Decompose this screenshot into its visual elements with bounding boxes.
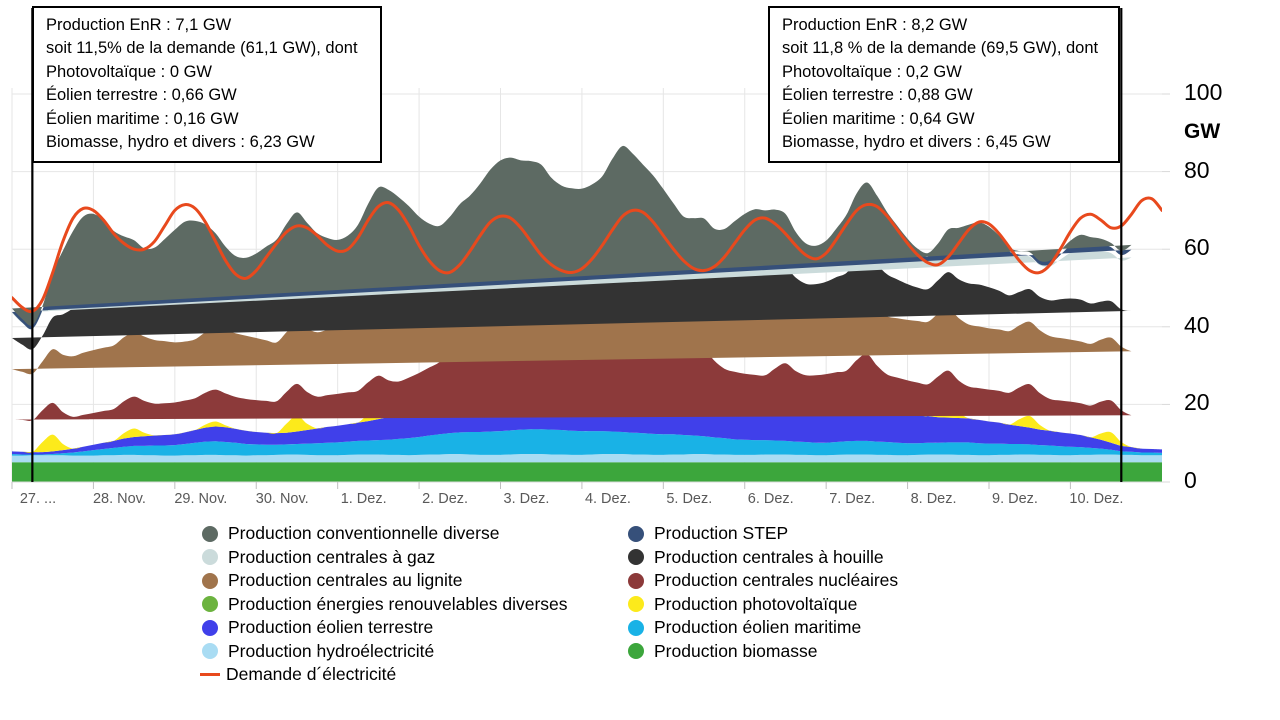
callout-right-line-2: soit 11,8 % de la demande (69,5 GW), don… (782, 39, 1099, 58)
x-axis-tick-label: 6. Dez. (747, 491, 794, 507)
callout-left-line-6: Biomasse, hydro et divers : 6,23 GW (46, 133, 315, 152)
x-axis-tick-label: 8. Dez. (910, 491, 957, 507)
legend-dot-icon (628, 596, 644, 613)
callout-left-line-3: Photovoltaïque : 0 GW (46, 62, 213, 81)
legend-item[interactable]: Production centrales nucléaires (622, 569, 898, 593)
area-series (12, 145, 1132, 326)
legend-item[interactable]: Production hydroélectricité (196, 640, 568, 664)
callout-right-line-1: Production EnR : 8,2 GW (782, 16, 968, 34)
x-axis-tick-label: 9. Dez. (992, 491, 1038, 507)
legend-dot-icon (202, 596, 218, 613)
x-axis-tick-label: 28. Nov. (92, 491, 146, 507)
y-axis-tick-label: 100 (1184, 79, 1223, 105)
legend-dot-icon (628, 525, 644, 542)
legend-item-label: Production centrales à houille (654, 546, 884, 567)
legend-item-label: Production photovoltaïque (654, 593, 858, 614)
area-series (12, 454, 1162, 463)
legend-dot-icon (202, 619, 218, 636)
area-series (12, 332, 1162, 453)
callout-right-line-3: Photovoltaïque : 0,2 GW (782, 62, 962, 81)
y-axis-tick-label: 60 (1184, 234, 1210, 261)
x-axis-tick-label: 5. Dez. (666, 491, 713, 507)
legend-column-right: Production STEP Production centrales à ho… (622, 522, 898, 663)
callout-box-left: Production EnR : 7,1 GW soit 11,5% de la… (32, 6, 382, 163)
x-axis-tick-label: 4. Dez. (584, 491, 631, 507)
callout-right-line-6: Biomasse, hydro et divers : 6,45 GW (782, 133, 1051, 152)
legend-item[interactable]: Production centrales à houille (622, 546, 898, 570)
callout-left-line-4: Éolien terrestre : 0,66 GW (46, 86, 237, 105)
x-axis-tick-label: 29. Nov. (174, 491, 228, 507)
callout-left-line-2: soit 11,5% de la demande (61,1 GW), dont (46, 39, 358, 58)
legend-dot-icon (628, 643, 644, 660)
legend-item-label: Production éolien terrestre (228, 617, 434, 637)
callout-right-line-4: Éolien terrestre : 0,88 GW (782, 86, 973, 105)
legend-item-label: Production éolien maritime (654, 617, 862, 637)
area-series (12, 429, 1162, 456)
legend-item[interactable]: Production éolien maritime (622, 616, 898, 640)
demand-line-group (12, 196, 1162, 314)
legend-item-label: Demande d´électricité (226, 664, 397, 684)
y-axis-tick-label: 40 (1184, 311, 1210, 338)
x-axis-tick-label: 30. Nov. (255, 491, 309, 507)
legend-item[interactable]: Production STEP (622, 522, 898, 546)
y-axis-unit-label: GW (1184, 120, 1221, 143)
callout-left-line-1: Production EnR : 7,1 GW (46, 16, 232, 34)
x-axis-tick-label: 10. Dez. (1069, 491, 1124, 507)
legend-item-label: Production STEP (654, 523, 789, 543)
legend-item-label: Production énergies renouvelables divers… (228, 593, 568, 614)
legend-item[interactable]: Production centrales au lignite (196, 569, 568, 593)
legend-item-label: Production centrales à gaz (228, 546, 436, 567)
x-axis-ticks (11, 482, 1071, 489)
legend-item[interactable]: Production conventionnelle diverse (196, 522, 568, 546)
x-axis-tick-label: 2. Dez. (422, 491, 469, 507)
legend-item-label: Production biomasse (654, 640, 818, 661)
callout-box-right: Production EnR : 8,2 GW soit 11,8 % de l… (768, 6, 1120, 163)
legend-dot-icon (202, 643, 218, 660)
legend-item-label: Production centrales nucléaires (654, 570, 899, 590)
legend-item[interactable]: Demande d´électricité (196, 663, 568, 687)
legend-item[interactable]: Production éolien terrestre (196, 616, 568, 640)
legend-dot-icon (202, 572, 218, 589)
x-axis-tick-label: 7. Dez. (829, 491, 876, 507)
area-series-group (12, 145, 1162, 482)
legend-dot-icon (202, 525, 218, 542)
area-series (12, 300, 1132, 421)
legend-column-left: Production conventionnelle diverse Produc… (196, 522, 568, 687)
y-axis-tick-label: 0 (1184, 467, 1197, 493)
x-axis-tick-label: 27. ... (19, 491, 57, 507)
legend-item-label: Production centrales au lignite (228, 570, 463, 590)
y-axis-tick-label: 20 (1184, 389, 1210, 416)
callout-left-line-5: Éolien maritime : 0,16 GW (46, 109, 239, 128)
area-series (12, 462, 1162, 482)
legend-line-icon (200, 673, 220, 677)
callout-right-line-5: Éolien maritime : 0,64 GW (782, 109, 975, 128)
y-axis-ticks (1162, 93, 1170, 483)
legend-item[interactable]: Production biomasse (622, 640, 898, 664)
legend-dot-icon (628, 619, 644, 636)
legend-item[interactable]: Production photovoltaïque (622, 593, 898, 617)
legend-stray-colon: : (316, 645, 320, 660)
legend-dot-icon (628, 549, 644, 566)
x-axis-tick-label: 1. Dez. (340, 491, 387, 507)
legend-item[interactable]: Production énergies renouvelables divers… (196, 593, 568, 617)
legend-item[interactable]: Production centrales à gaz (196, 546, 568, 570)
chart-legend: Production conventionnelle diverse Produc… (196, 522, 1096, 692)
legend-item-label: Production conventionnelle diverse (228, 523, 500, 543)
y-axis-tick-label: 80 (1184, 156, 1210, 183)
legend-dot-icon (628, 572, 644, 589)
demand-line (12, 196, 1162, 314)
x-axis-tick-label: 3. Dez. (503, 491, 550, 507)
legend-item-label: Production hydroélectricité (228, 640, 435, 661)
legend-dot-icon (202, 549, 218, 566)
